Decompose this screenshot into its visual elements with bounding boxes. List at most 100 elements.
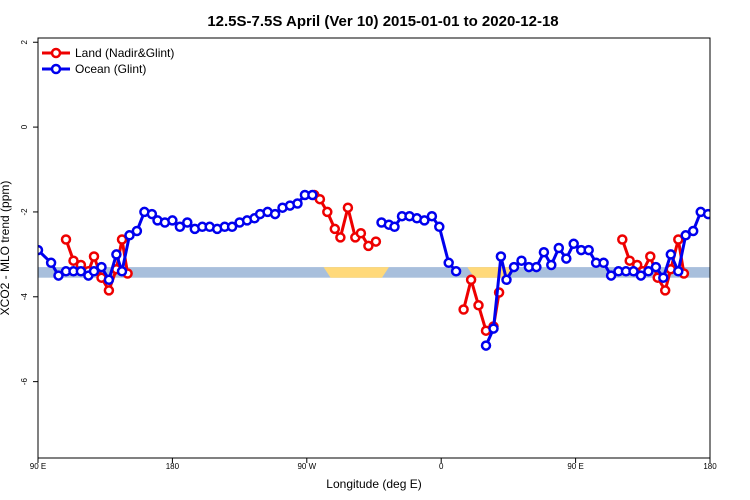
- data-point: [450, 266, 462, 277]
- data-point: [480, 340, 492, 351]
- data-point: [488, 323, 499, 334]
- data-point: [553, 242, 565, 254]
- data-point: [659, 285, 671, 296]
- data-point: [465, 274, 477, 286]
- data-point: [103, 274, 115, 286]
- plot-area: [38, 189, 735, 351]
- data-point: [650, 261, 662, 273]
- data-point: [355, 227, 367, 239]
- x-axis-label: Longitude (deg E): [326, 477, 421, 491]
- data-point: [508, 261, 520, 273]
- data-point: [131, 225, 143, 237]
- data-point: [116, 234, 128, 245]
- data-point: [426, 210, 438, 222]
- data-point: [269, 208, 281, 220]
- data-point: [182, 217, 193, 228]
- data-point: [712, 216, 720, 224]
- data-point: [568, 238, 579, 250]
- legend-label: Ocean (Glint): [75, 62, 146, 76]
- data-point: [719, 214, 727, 222]
- data-point: [473, 300, 484, 311]
- data-point: [60, 234, 72, 245]
- x-tick-label: 90 E: [567, 462, 583, 471]
- data-point: [687, 225, 699, 237]
- data-point: [516, 255, 527, 266]
- data-point: [174, 221, 186, 233]
- data-point: [329, 223, 341, 235]
- x-tick-label: 90 E: [30, 462, 46, 471]
- data-point: [624, 255, 635, 266]
- data-point: [307, 189, 318, 201]
- data-point: [88, 266, 100, 277]
- data-point: [419, 215, 430, 226]
- data-point: [495, 251, 507, 262]
- legend-label: Land (Nadir&Glint): [75, 46, 174, 60]
- data-point: [342, 202, 354, 213]
- data-point: [443, 257, 454, 269]
- plot-frame: [37, 37, 711, 459]
- data-point: [226, 221, 238, 233]
- data-point: [583, 244, 594, 256]
- data-point: [538, 246, 550, 258]
- data-point: [434, 221, 445, 233]
- data-point: [75, 266, 87, 277]
- data-point: [501, 274, 512, 286]
- y-axis-label: XCO2 - MLO trend (ppm): [0, 181, 12, 316]
- data-point: [605, 270, 617, 281]
- legend: Land (Nadir&Glint) Ocean (Glint): [42, 46, 174, 76]
- y-axis: 2 0 -2 -4 -6: [20, 39, 38, 385]
- data-point: [531, 261, 542, 273]
- data-point: [458, 304, 469, 315]
- data-point: [628, 266, 639, 277]
- data-point: [370, 236, 382, 247]
- data-point: [598, 257, 609, 269]
- data-point: [111, 249, 122, 260]
- data-point: [322, 206, 333, 218]
- y-tick-label: -2: [20, 208, 29, 216]
- series-ocean: [38, 189, 735, 351]
- data-point: [68, 255, 79, 266]
- data-point: [643, 266, 654, 277]
- data-point: [88, 251, 100, 262]
- legend-marker: [50, 63, 62, 75]
- data-point: [561, 253, 572, 264]
- data-point: [167, 215, 178, 226]
- chart-title: 12.5S-7.5S April (Ver 10) 2015-01-01 to …: [207, 13, 558, 30]
- data-point: [38, 244, 44, 256]
- data-point: [314, 193, 326, 205]
- data-point: [673, 266, 684, 277]
- series-line: [313, 193, 377, 248]
- x-axis: 90 E 180 90 W 0 90 E 180: [30, 458, 717, 471]
- x-tick-label: 90 W: [297, 462, 316, 471]
- data-point: [702, 208, 710, 220]
- data-point: [53, 270, 64, 281]
- y-tick-label: 2: [20, 39, 29, 44]
- band-highlight: [323, 267, 389, 278]
- data-point: [103, 285, 115, 296]
- x-tick-label: 180: [166, 462, 180, 471]
- data-point: [617, 234, 628, 245]
- data-point: [665, 249, 677, 260]
- data-point: [124, 230, 135, 241]
- data-point: [635, 270, 647, 281]
- y-tick-label: 0: [20, 124, 29, 129]
- data-point: [546, 259, 557, 271]
- data-point: [96, 261, 107, 273]
- data-point: [116, 266, 128, 277]
- data-point: [727, 212, 735, 220]
- data-point: [680, 230, 691, 241]
- x-tick-label: 0: [439, 462, 444, 471]
- legend-marker: [50, 47, 62, 59]
- data-point: [146, 208, 158, 220]
- data-point: [292, 198, 303, 209]
- data-point: [389, 221, 400, 233]
- data-point: [673, 234, 684, 245]
- data-point: [45, 257, 57, 269]
- data-point: [335, 232, 346, 243]
- y-tick-label: -6: [20, 378, 29, 386]
- y-tick-label: -4: [20, 293, 29, 301]
- data-point: [645, 251, 656, 262]
- x-tick-label: 180: [703, 462, 717, 471]
- data-point: [658, 272, 669, 283]
